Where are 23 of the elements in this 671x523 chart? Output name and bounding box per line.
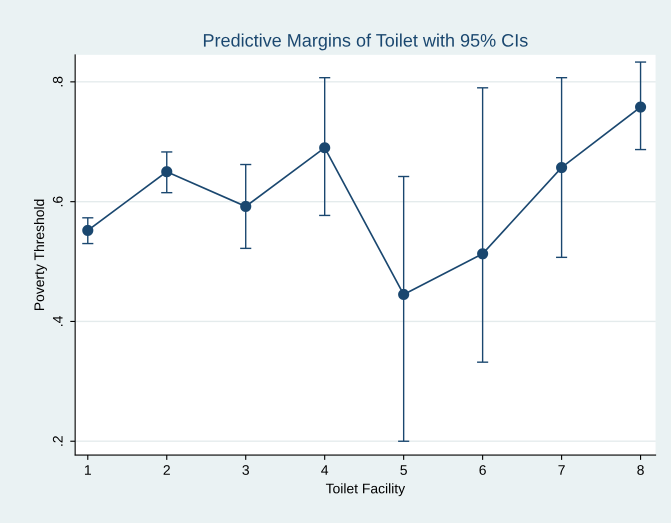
- x-tick-label: 2: [164, 465, 170, 475]
- y-tick-label: .8: [52, 76, 63, 86]
- y-tick-label: .6: [52, 196, 63, 206]
- point: [556, 162, 568, 174]
- point: [161, 166, 172, 178]
- point: [477, 248, 488, 260]
- x-tick-label: 3: [242, 465, 249, 475]
- point: [635, 101, 646, 113]
- point: [240, 200, 252, 212]
- x-tick-label: 4: [321, 465, 328, 475]
- x-tick-label: 7: [558, 465, 565, 475]
- x-tick-label: 6: [479, 465, 486, 475]
- x-tick-label: 5: [400, 465, 407, 475]
- point: [398, 288, 410, 300]
- x-axis-title: Toilet Facility: [326, 483, 406, 496]
- x-tick-label: 1: [84, 465, 91, 475]
- y-axis-title: Poverty Threshold: [34, 200, 47, 310]
- chart-title: Predictive Margins of Toilet with 95% CIs: [204, 33, 528, 50]
- y-tick-label: .2: [52, 436, 63, 446]
- x-tick-label: 8: [637, 465, 644, 475]
- point: [319, 142, 330, 154]
- y-tick-label: .4: [52, 316, 63, 326]
- point: [82, 224, 94, 236]
